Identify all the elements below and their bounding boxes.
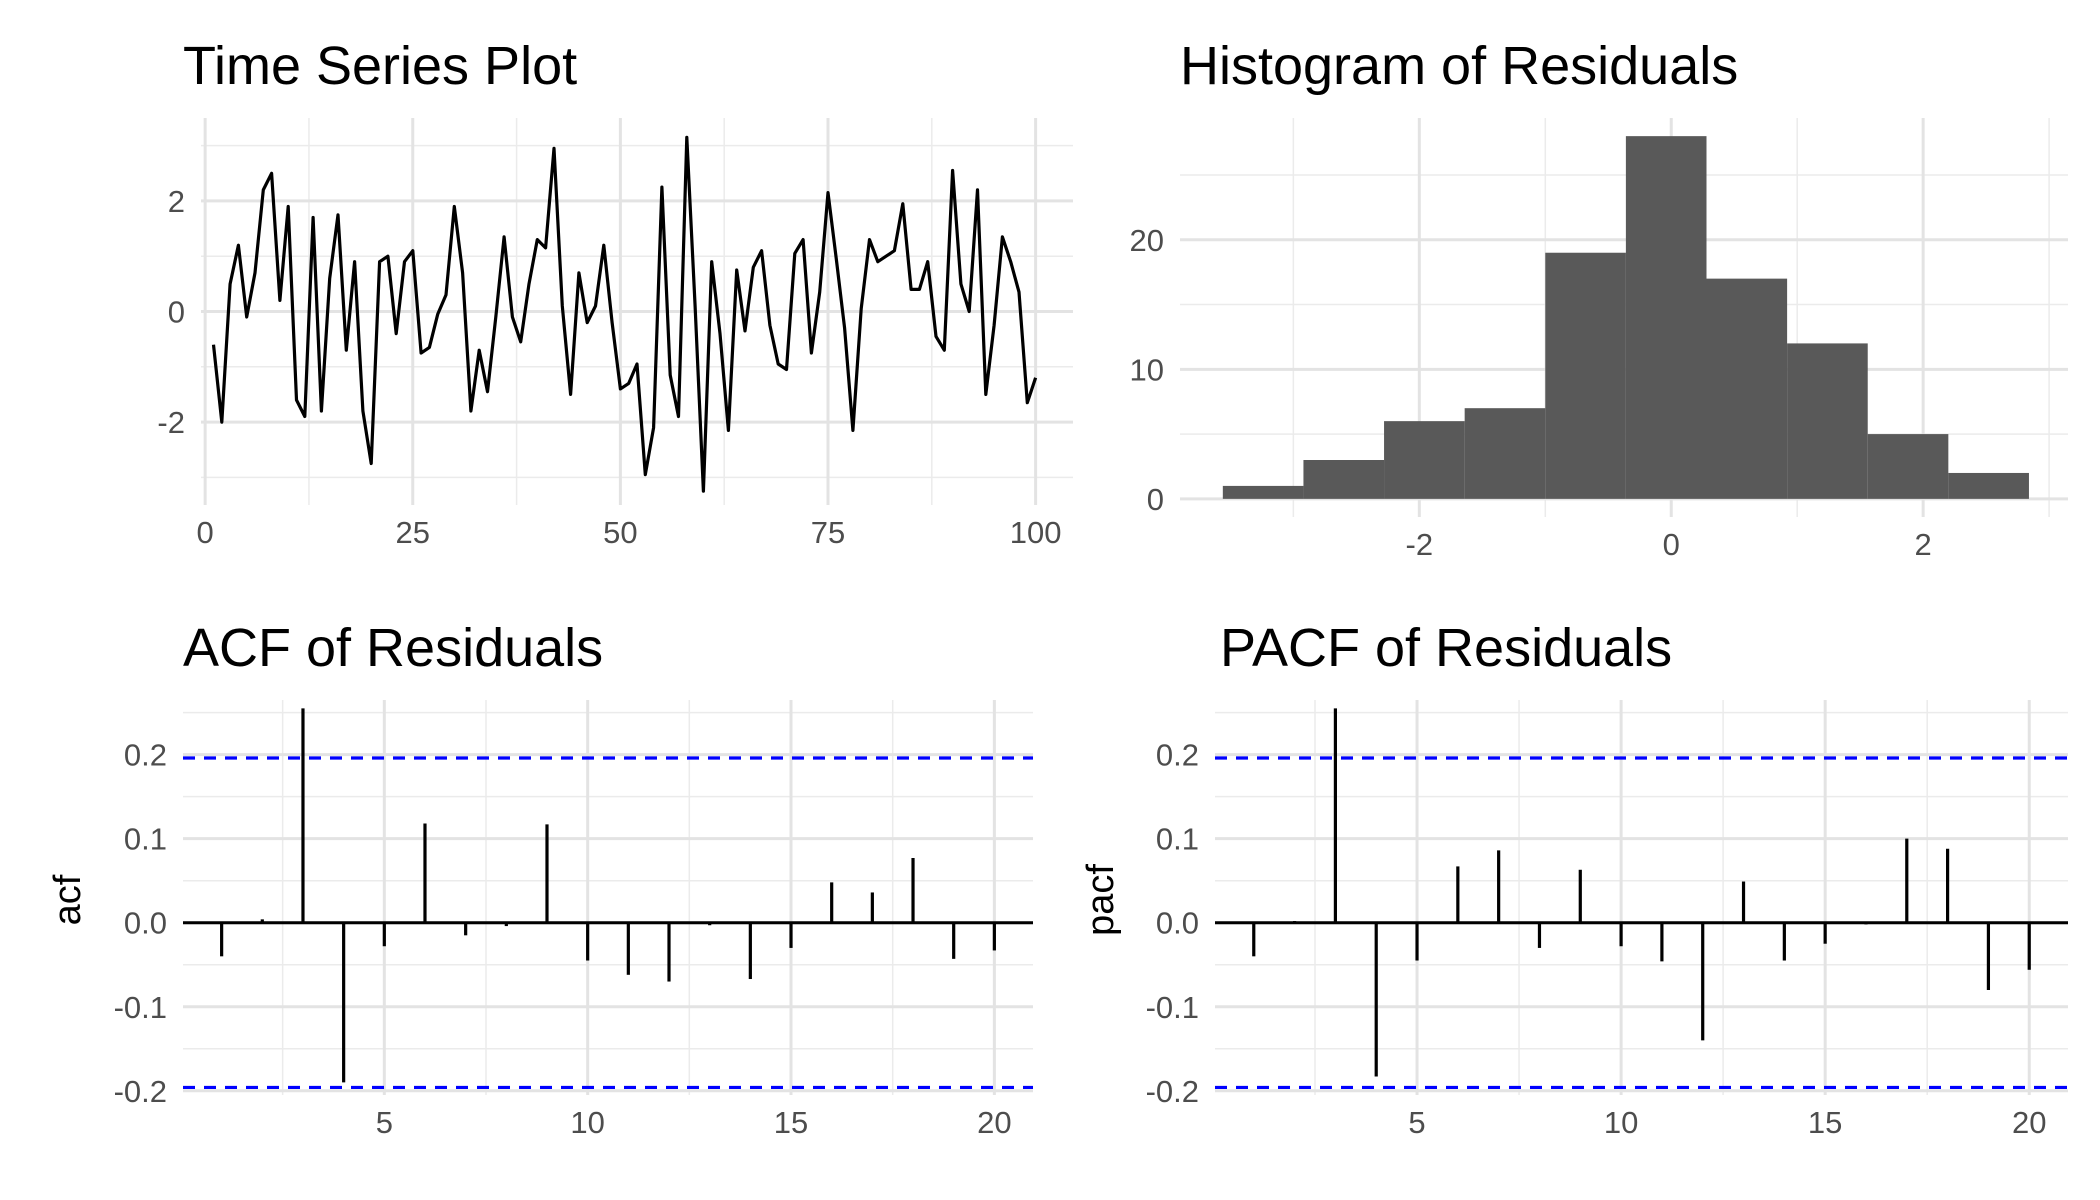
pacf-x-tick-label: 5	[1408, 1105, 1425, 1140]
ts-x-tick-label: 50	[603, 515, 637, 550]
pacf-title: PACF of Residuals	[1220, 618, 1672, 678]
acf-panel: ACF of Residuals acf 5 10 15 20 -0.2 -0.1 0.0 0…	[47, 618, 1033, 1140]
histogram-title: Histogram of Residuals	[1180, 36, 1738, 96]
ts-y-tick-label: -2	[157, 405, 185, 440]
acf-y-tick-label: 0.1	[124, 822, 167, 857]
hist-x-tick-label: 2	[1915, 527, 1932, 562]
hist-y-tick-label: 20	[1130, 223, 1164, 258]
histogram-bar	[1867, 434, 1949, 499]
time-series-title: Time Series Plot	[183, 36, 577, 96]
histogram-bar	[1464, 408, 1546, 499]
acf-y-tick-label: 0.0	[124, 906, 167, 941]
acf-x-tick-label: 15	[774, 1105, 808, 1140]
histogram-bar	[1625, 136, 1707, 499]
histogram-bar	[1303, 460, 1385, 499]
acf-y-axis-label: acf	[47, 874, 89, 925]
acf-title: ACF of Residuals	[183, 618, 603, 678]
acf-y-tick-label: 0.2	[124, 738, 167, 773]
pacf-y-axis-label: pacf	[1080, 864, 1122, 936]
ts-x-tick-label: 0	[197, 515, 214, 550]
ts-x-tick-label: 100	[1010, 515, 1062, 550]
hist-y-tick-label: 10	[1130, 352, 1164, 387]
histogram-bar	[1787, 343, 1868, 499]
hist-x-tick-label: -2	[1406, 527, 1434, 562]
histogram-bar	[1222, 485, 1304, 499]
acf-x-tick-label: 10	[570, 1105, 604, 1140]
pacf-x-tick-label: 15	[1808, 1105, 1842, 1140]
ts-y-tick-label: 2	[168, 184, 185, 219]
histogram-bar	[1384, 421, 1465, 499]
pacf-y-tick-label: 0.0	[1156, 906, 1199, 941]
pacf-y-tick-label: -0.2	[1146, 1074, 1199, 1109]
acf-x-tick-label: 5	[376, 1105, 393, 1140]
time-series-panel: Time Series Plot 0 25 50 75 100 -2 0 2	[157, 36, 1073, 550]
pacf-y-tick-label: 0.2	[1156, 738, 1199, 773]
ts-y-tick-label: 0	[168, 295, 185, 330]
acf-y-tick-label: -0.1	[114, 990, 167, 1025]
hist-x-tick-label: 0	[1663, 527, 1680, 562]
acf-y-tick-label: -0.2	[114, 1074, 167, 1109]
histogram-bar	[1948, 472, 2029, 499]
time-series-line	[211, 135, 1038, 493]
histogram-bar	[1706, 278, 1788, 499]
pacf-x-tick-label: 20	[2012, 1105, 2046, 1140]
ts-x-tick-label: 75	[811, 515, 845, 550]
pacf-y-tick-label: -0.1	[1146, 990, 1199, 1025]
ts-x-tick-label: 25	[396, 515, 430, 550]
pacf-panel: PACF of Residuals pacf 5 10 15 20 -0.2 -0.1 0.…	[1080, 618, 2068, 1140]
pacf-y-tick-label: 0.1	[1156, 822, 1199, 857]
acf-x-tick-label: 20	[977, 1105, 1011, 1140]
histogram-bar	[1545, 252, 1626, 499]
pacf-x-tick-label: 10	[1604, 1105, 1638, 1140]
hist-y-tick-label: 0	[1147, 482, 1164, 517]
